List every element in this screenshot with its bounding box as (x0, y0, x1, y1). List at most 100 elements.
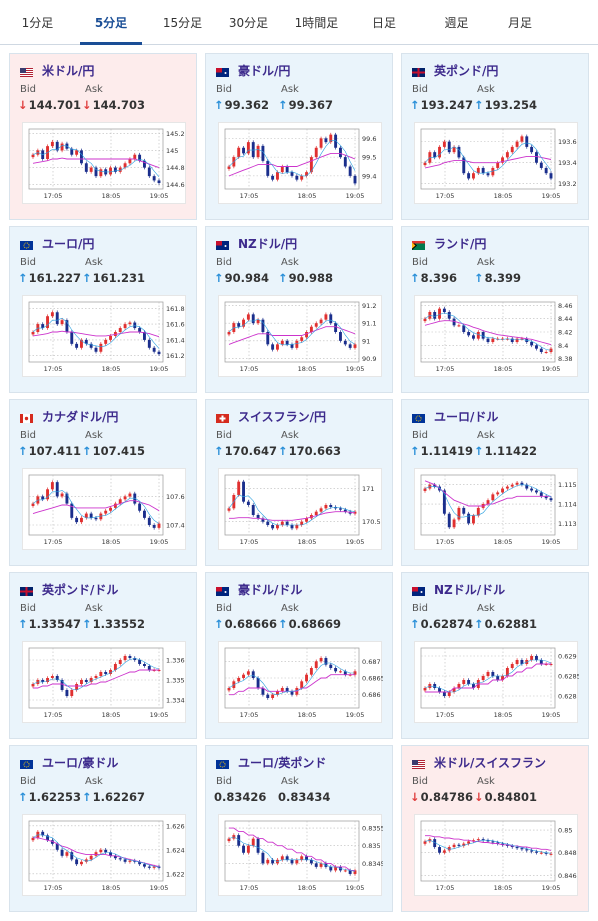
tab-6[interactable]: 日足 (371, 16, 396, 30)
mini-chart[interactable]: 0.629 0.6285 0.628 17:05 18:05 19:05 (414, 641, 579, 723)
rate-card-us-jp[interactable]: 米ドル/円 Bid Ask ↓144.701 ↓144.703 145.2 145 144.8… (9, 53, 197, 220)
candle (266, 859, 270, 864)
candle (50, 312, 54, 317)
pair-name[interactable]: ランド/円 (434, 237, 487, 251)
rate-card-eu-gb[interactable]: ユーロ/英ポンド Bid Ask 0.83426 0.83434 0.8355 0.835 0… (205, 745, 393, 912)
pair-title[interactable]: ユーロ/円 (20, 235, 94, 251)
candle (343, 340, 347, 345)
rate-card-gb-jp[interactable]: 英ポンド/円 Bid Ask ↑193.247 ↑193.254 193.6 193.4 19… (401, 53, 589, 220)
rate-card-nz-us[interactable]: NZドル/ドル Bid Ask ↑0.62874 ↑0.62881 0.629 0.6285… (401, 572, 589, 739)
bid-value: 90.984 (224, 271, 270, 285)
candle (501, 676, 504, 680)
eu-jp-flag (20, 239, 33, 250)
mini-chart[interactable]: 1.115 1.114 1.113 17:05 18:05 19:05 (414, 468, 578, 550)
candle (530, 146, 534, 153)
pair-name[interactable]: NZドル/円 (238, 237, 298, 251)
pair-name[interactable]: 英ポンド/円 (434, 64, 499, 78)
mini-chart[interactable]: 99.6 99.5 99.4 17:05 18:05 19:05 (218, 122, 382, 204)
candle (75, 517, 79, 523)
candle (549, 664, 553, 665)
pair-title[interactable]: ランド/円 (412, 235, 486, 251)
mini-chart[interactable]: 91.2 91.1 91 90.9 17:05 18:05 19:05 (218, 295, 382, 377)
pair-name[interactable]: NZドル/ドル (434, 583, 506, 597)
pair-title[interactable]: ユーロ/豪ドル (20, 754, 118, 770)
pair-name[interactable]: ユーロ/豪ドル (42, 756, 119, 770)
pair-title[interactable]: 豪ドル/ドル (216, 581, 302, 597)
pair-title[interactable]: 豪ドル/円 (216, 62, 290, 78)
rate-card-eu-au[interactable]: ユーロ/豪ドル Bid Ask ↑1.62253 ↑1.62267 1.626 1.624 1… (9, 745, 197, 912)
tab-7[interactable]: 週足 (444, 16, 469, 30)
pair-title[interactable]: 米ドル/スイスフラン (412, 754, 546, 770)
pair-title[interactable]: スイスフラン/円 (216, 408, 326, 424)
x-tick-label: 19:05 (150, 884, 169, 892)
tab-1[interactable]: 1分足 (21, 16, 54, 30)
candle (300, 175, 304, 180)
candle (520, 338, 524, 340)
rate-card-ca-jp[interactable]: カナダドル/円 Bid Ask ↑107.411 ↑107.415 107.6 107.4 1… (9, 399, 197, 566)
candle (99, 343, 103, 352)
pair-title[interactable]: ユーロ/ドル (412, 408, 498, 424)
pair-name[interactable]: ユーロ/円 (42, 237, 95, 251)
mini-chart[interactable]: 161.8 161.6 161.4 161.2 17:05 18:05 19:05 (22, 295, 186, 377)
pair-title[interactable]: 英ポンド/円 (412, 62, 498, 78)
pair-name[interactable]: 米ドル/円 (42, 64, 95, 78)
pair-name[interactable]: ユーロ/ドル (434, 410, 499, 424)
candle (481, 167, 485, 174)
y-tick-label: 161.6 (166, 321, 185, 329)
mini-chart[interactable]: 0.687 0.6865 0.686 17:05 18:05 19:05 (218, 641, 383, 723)
candle (539, 348, 543, 352)
pair-name[interactable]: 米ドル/スイスフラン (434, 756, 547, 770)
candle (447, 692, 451, 696)
rate-card-us-ch[interactable]: 米ドル/スイスフラン Bid Ask ↓0.84786 ↓0.84801 0.85 0.84… (401, 745, 589, 912)
rate-card-eu-jp[interactable]: ユーロ/円 Bid Ask ↑161.227 ↑161.231 161.8 161.6 161… (9, 226, 197, 393)
mini-chart[interactable]: 107.6 107.4 17:05 18:05 19:05 (22, 468, 186, 550)
rate-card-gb-us[interactable]: 英ポンド/ドル Bid Ask ↑1.33547 ↑1.33552 1.336 1.335 1… (9, 572, 197, 739)
rate-card-nz-jp[interactable]: NZドル/円 Bid Ask ↑90.984 ↑90.988 91.2 91.1 91 90.9… (205, 226, 393, 393)
pair-title[interactable]: ユーロ/英ポンド (216, 754, 326, 770)
pair-name[interactable]: 豪ドル/円 (238, 64, 291, 78)
tab-3[interactable]: 15分足 (162, 16, 203, 30)
pair-title[interactable]: 英ポンド/ドル (20, 581, 118, 597)
rate-card-za-jp[interactable]: ランド/円 Bid Ask ↑8.396 ↑8.399 8.46 8.44 8.42 8.4 8.… (401, 226, 589, 393)
mini-chart[interactable]: 1.336 1.335 1.334 17:05 18:05 19:05 (22, 641, 186, 723)
mini-chart[interactable]: 0.85 0.848 0.846 17:05 18:05 19:05 (414, 814, 578, 896)
mini-chart[interactable]: 145.2 145 144.8 144.6 17:05 18:05 19:05 (22, 122, 186, 204)
mini-chart[interactable]: 171 170.5 17:05 18:05 19:05 (218, 468, 382, 550)
pair-name[interactable]: 豪ドル/ドル (238, 583, 303, 597)
pair-name[interactable]: スイスフラン/円 (238, 410, 327, 424)
candle (535, 656, 538, 660)
pair-title[interactable]: 米ドル/円 (20, 62, 94, 78)
mini-chart[interactable]: 1.626 1.624 1.622 17:05 18:05 19:05 (22, 814, 186, 896)
candle (491, 672, 495, 676)
pair-title[interactable]: NZドル/円 (216, 235, 297, 251)
tab-4[interactable]: 30分足 (228, 16, 269, 30)
candle (113, 855, 117, 859)
candle (491, 167, 495, 176)
rate-card-au-jp[interactable]: 豪ドル/円 Bid Ask ↑99.362 ↑99.367 99.6 99.5 99.4 17:… (205, 53, 393, 220)
bid-value: 0.62874 (420, 617, 474, 631)
tab-5[interactable]: 1時間足 (294, 16, 339, 30)
pair-name[interactable]: カナダドル/円 (42, 410, 119, 424)
candle (143, 510, 146, 518)
x-tick-label: 18:05 (494, 365, 513, 373)
pair-title[interactable]: カナダドル/円 (20, 408, 118, 424)
chart-svg: 1.336 1.335 1.334 17:05 18:05 19:05 (28, 647, 185, 719)
y-tick-label: 8.42 (558, 329, 572, 337)
mini-chart[interactable]: 193.6 193.4 193.2 17:05 18:05 19:05 (414, 122, 578, 204)
rate-card-eu-us[interactable]: ユーロ/ドル Bid Ask ↑1.11419 ↑1.11422 1.115 1.114 1.… (401, 399, 589, 566)
pair-name[interactable]: 英ポンド/ドル (42, 583, 119, 597)
arrow-up-icon: ↑ (82, 790, 92, 804)
moving-average-line (32, 330, 160, 338)
tab-2[interactable]: 5分足 (80, 0, 142, 45)
pair-title[interactable]: NZドル/ドル (412, 581, 505, 597)
arrow-up-icon: ↑ (278, 444, 288, 458)
candle (447, 847, 451, 851)
mini-chart[interactable]: 0.8355 0.835 0.8345 17:05 18:05 19:05 (218, 814, 383, 896)
tab-8[interactable]: 月足 (507, 16, 532, 30)
candle (31, 837, 35, 841)
rate-card-au-us[interactable]: 豪ドル/ドル Bid Ask ↑0.68666 ↑0.68669 0.687 0.6865 0… (205, 572, 393, 739)
mini-chart[interactable]: 8.46 8.44 8.42 8.4 8.38 17:05 18:05 19:05 (414, 295, 578, 377)
rate-card-ch-jp[interactable]: スイスフラン/円 Bid Ask ↑170.647 ↑170.663 171 170.5 17… (205, 399, 393, 566)
pair-name[interactable]: ユーロ/英ポンド (238, 756, 327, 770)
au-jp-flag (216, 66, 229, 77)
